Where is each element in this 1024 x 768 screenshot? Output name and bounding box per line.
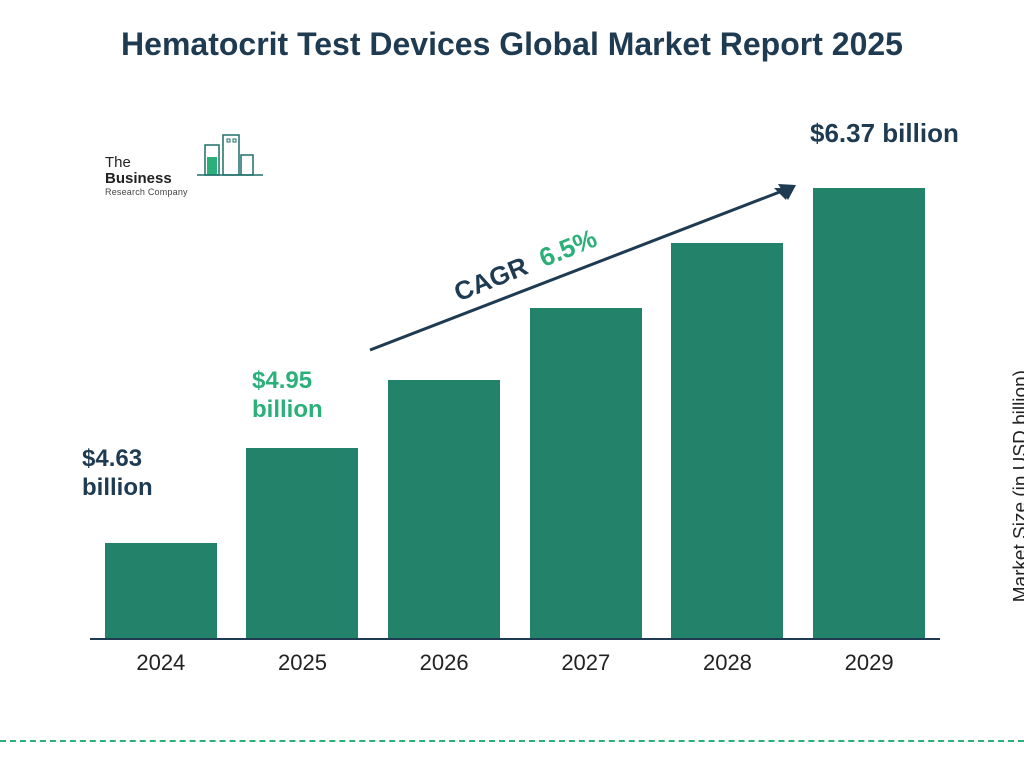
value-label-2025: $4.95 billion (252, 367, 362, 425)
x-tick-label: 2026 (384, 650, 504, 676)
bar-2026 (388, 380, 500, 638)
x-tick-label: 2024 (101, 650, 221, 676)
y-axis-label: Market Size (in USD billion) (1010, 370, 1024, 602)
value-2025-unit: billion (252, 396, 362, 425)
trend-arrow-icon (360, 170, 830, 370)
bar-2024 (105, 543, 217, 638)
x-tick-label: 2028 (667, 650, 787, 676)
bottom-dashed-divider (0, 740, 1024, 742)
bar-wrap (384, 380, 504, 638)
x-tick-label: 2029 (809, 650, 929, 676)
value-2024-amount: $4.63 (82, 445, 192, 474)
bar-wrap (101, 543, 221, 638)
x-axis-line (90, 638, 940, 640)
bar-2025 (246, 448, 358, 638)
bar-wrap (242, 448, 362, 638)
x-tick-label: 2025 (242, 650, 362, 676)
value-2025-amount: $4.95 (252, 367, 362, 396)
cagr-annotation: CAGR 6.5% (360, 170, 830, 370)
chart-title: Hematocrit Test Devices Global Market Re… (112, 24, 912, 64)
x-axis-labels: 2024 2025 2026 2027 2028 2029 (90, 650, 940, 676)
value-label-2029: $6.37 billion (810, 118, 959, 149)
value-label-2024: $4.63 billion (82, 445, 192, 503)
value-2024-unit: billion (82, 474, 192, 503)
x-tick-label: 2027 (526, 650, 646, 676)
